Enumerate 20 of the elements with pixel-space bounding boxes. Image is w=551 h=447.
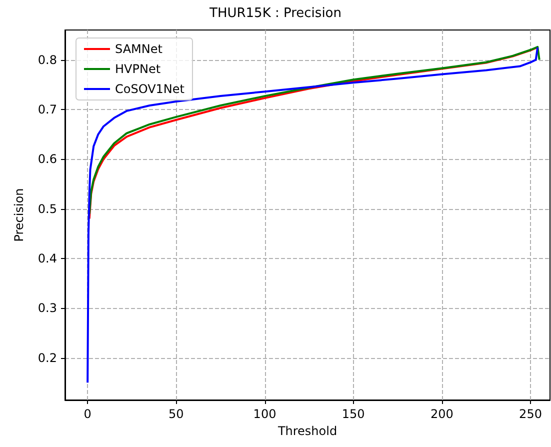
- y-tick-label: 0.7: [38, 102, 57, 116]
- y-tick-label: 0.4: [38, 251, 57, 266]
- legend-label: CoSOV1Net: [115, 82, 185, 96]
- x-tick-label: 50: [168, 407, 184, 421]
- legend-label: SAMNet: [115, 42, 163, 56]
- x-axis-title: Threshold: [276, 424, 338, 438]
- y-tick-label: 0.2: [38, 350, 57, 365]
- chart-title: THUR15K : Precision: [208, 6, 342, 21]
- x-tick-label: 0: [84, 407, 92, 421]
- y-tick-label: 0.3: [38, 301, 57, 316]
- legend-label: HVPNet: [115, 62, 161, 76]
- y-axis-title: Precision: [12, 188, 26, 242]
- x-tick-label: 100: [253, 407, 276, 421]
- x-tick-label: 200: [430, 407, 454, 421]
- x-tick-label: 250: [519, 407, 542, 421]
- y-tick-label: 0.8: [38, 52, 57, 67]
- x-tick-label: 150: [342, 407, 365, 421]
- y-tick-label: 0.6: [38, 152, 57, 166]
- y-tick-label: 0.5: [38, 202, 57, 216]
- line-series: [86, 46, 539, 384]
